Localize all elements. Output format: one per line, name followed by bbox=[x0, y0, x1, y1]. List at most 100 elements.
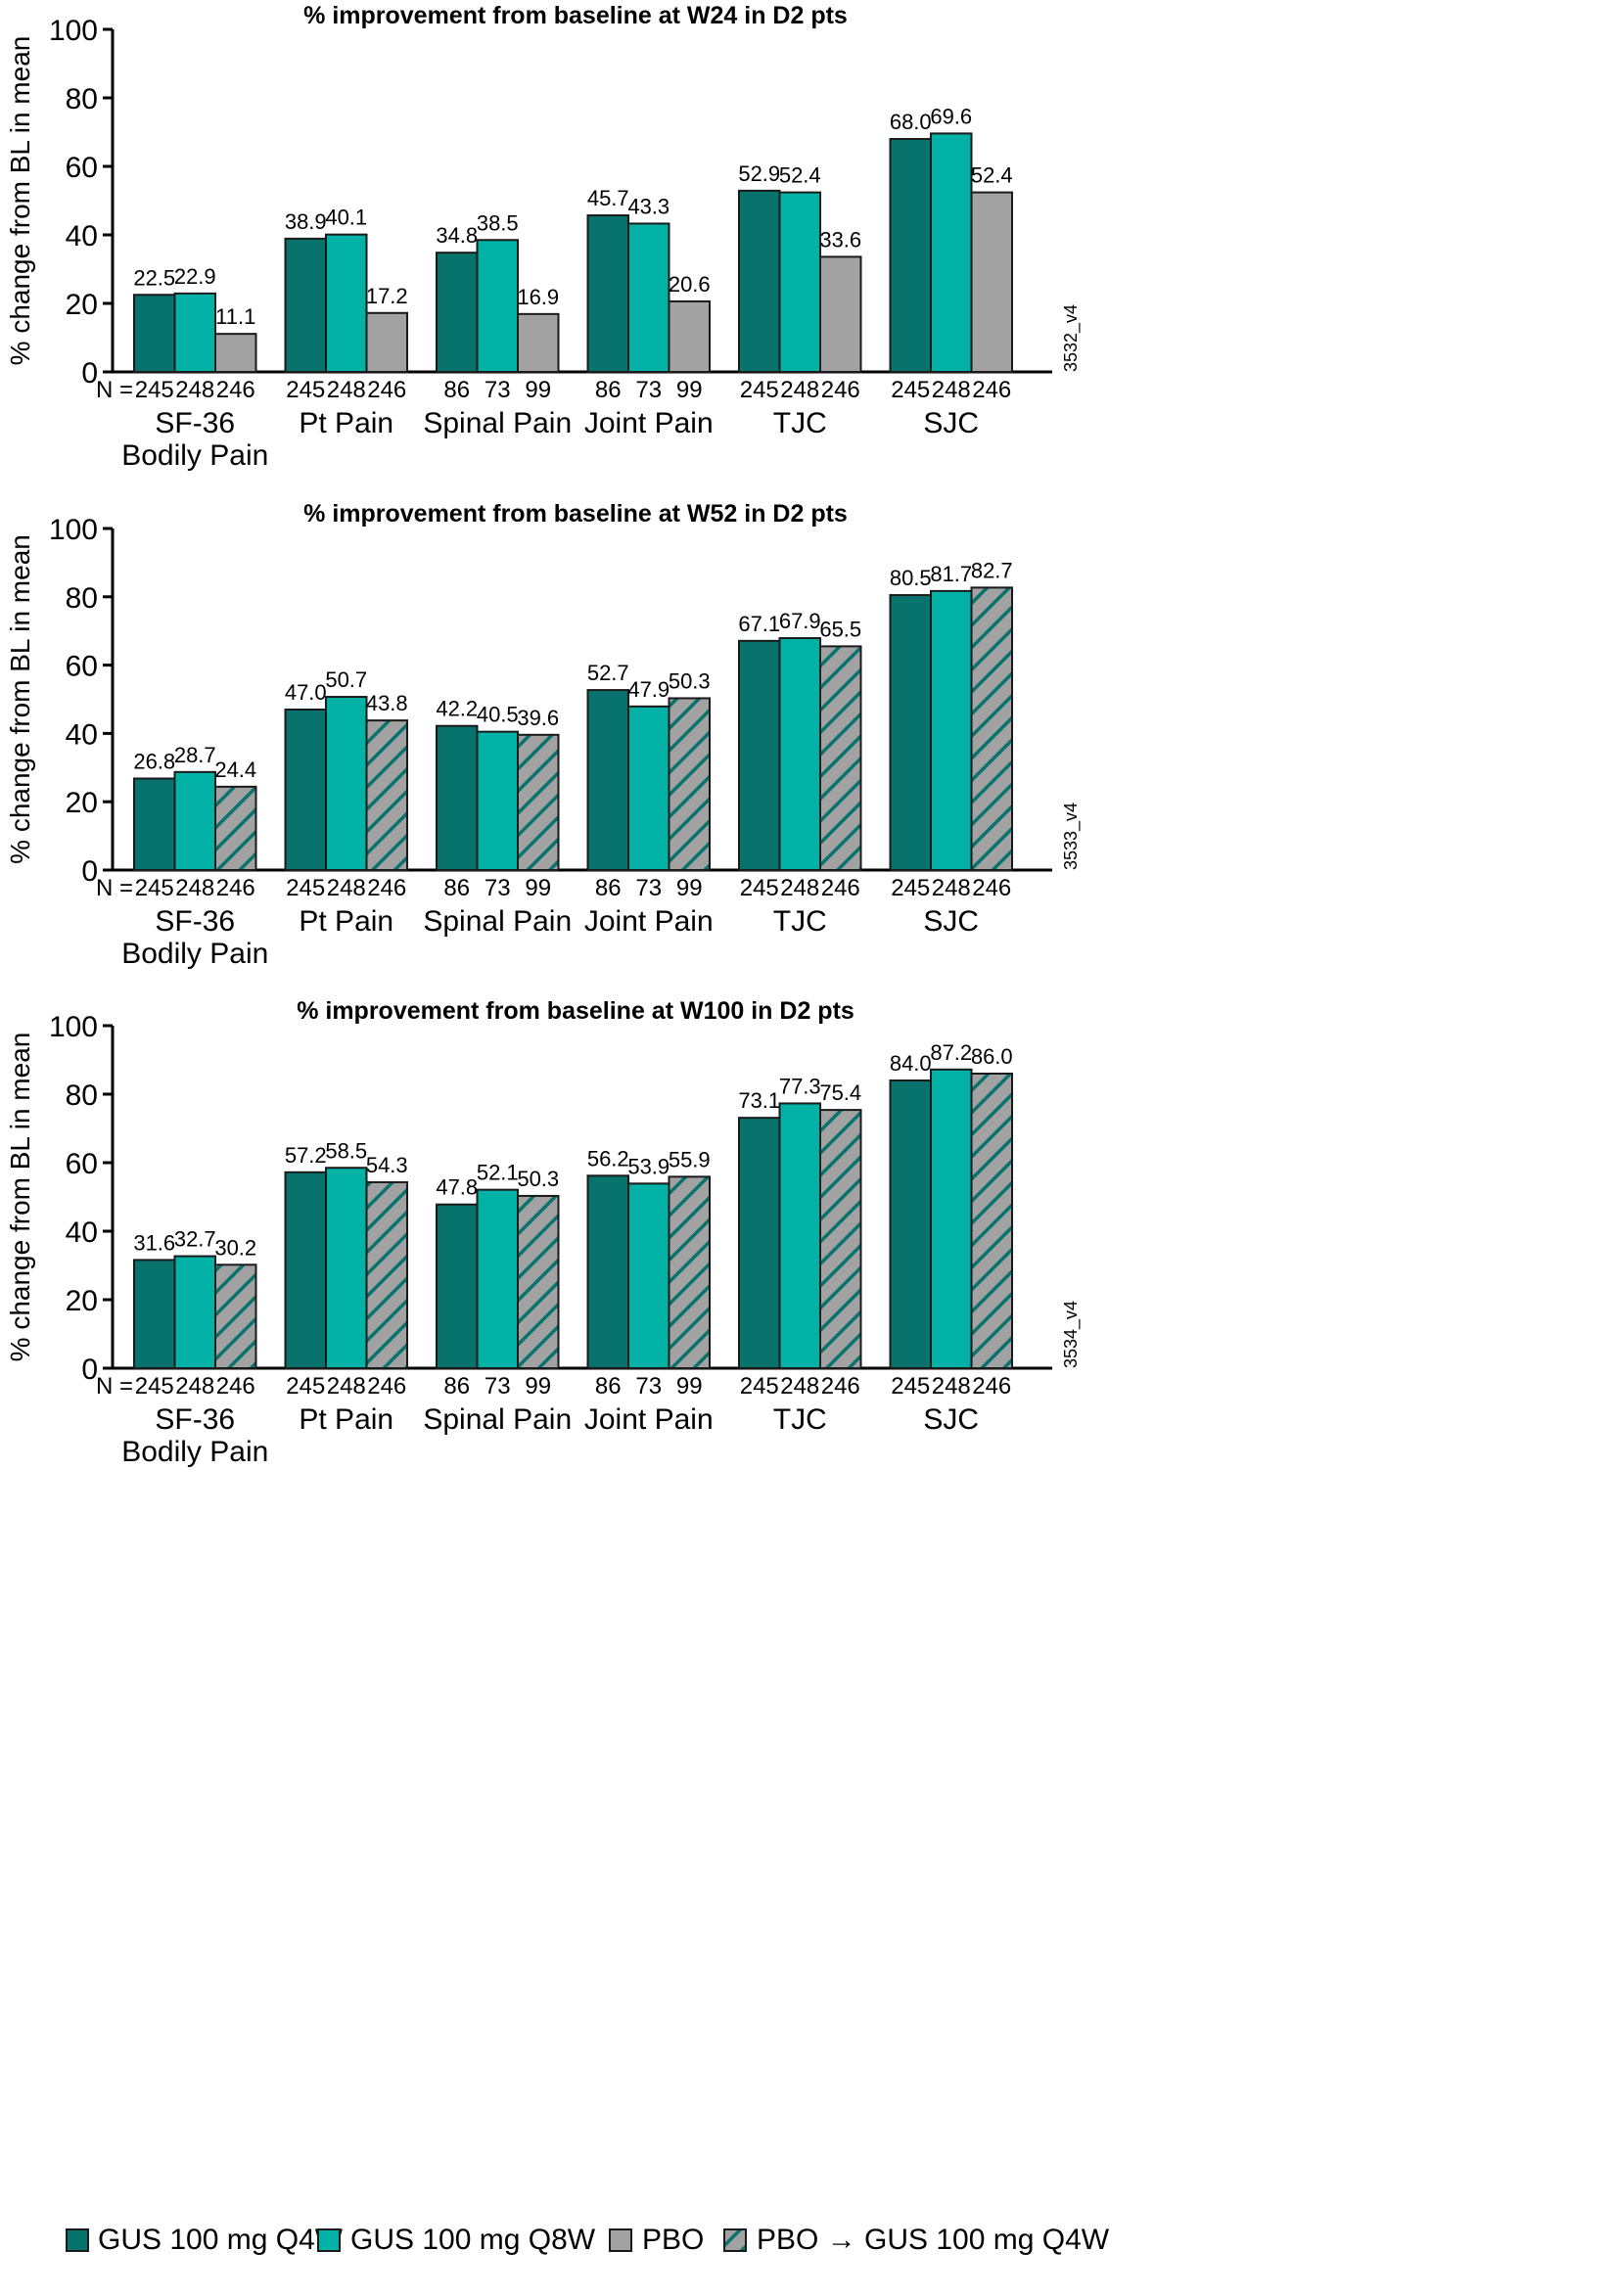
n-count-label: 248 bbox=[780, 377, 819, 403]
bar-value-label: 67.1 bbox=[738, 612, 780, 636]
n-count-label: 245 bbox=[286, 377, 325, 403]
bar-value-label: 50.7 bbox=[325, 667, 367, 692]
bar-value-label: 39.6 bbox=[517, 706, 559, 730]
bar-value-label: 43.3 bbox=[627, 194, 669, 218]
bar-value-label: 55.9 bbox=[669, 1147, 711, 1171]
bar-gus_q4w bbox=[586, 1174, 629, 1370]
bar-value-label: 30.2 bbox=[214, 1235, 256, 1260]
bar-value-label: 22.9 bbox=[174, 264, 216, 289]
bar-pbo_gus bbox=[365, 719, 408, 871]
bar-value-label: 38.9 bbox=[285, 209, 327, 234]
bar-value-label: 33.6 bbox=[819, 227, 861, 252]
y-tick-label: 80 bbox=[66, 1079, 98, 1112]
y-tick-label: 60 bbox=[66, 152, 98, 184]
bar-gus_q4w bbox=[284, 1171, 327, 1370]
bar-value-label: 65.5 bbox=[819, 617, 861, 641]
n-count-label: 248 bbox=[780, 1373, 819, 1400]
chart-title: % improvement from baseline at W100 in D… bbox=[297, 997, 854, 1025]
n-count-label: 73 bbox=[485, 377, 511, 403]
n-count-label: 246 bbox=[216, 875, 255, 901]
bar-value-label: 11.1 bbox=[215, 304, 255, 329]
bar-value-label: 52.4 bbox=[971, 163, 1013, 188]
bar-gus_q8w bbox=[325, 233, 368, 373]
bar-gus_q4w bbox=[889, 138, 932, 373]
bar-pbo_gus bbox=[819, 1109, 862, 1369]
bar-gus_q8w bbox=[476, 730, 519, 872]
n-count-label: 248 bbox=[327, 377, 366, 403]
n-count-label: 245 bbox=[740, 875, 779, 901]
y-tick-label: 60 bbox=[66, 1148, 98, 1180]
bar-pbo bbox=[214, 333, 257, 373]
legend-label: PBO → GUS 100 mg Q4W bbox=[757, 2224, 1110, 2256]
bar-gus_q4w bbox=[586, 689, 629, 872]
n-count-label: 245 bbox=[135, 1373, 174, 1400]
bar-value-label: 84.0 bbox=[890, 1051, 932, 1076]
n-count-label: 246 bbox=[367, 1373, 406, 1400]
bar-value-label: 47.9 bbox=[627, 677, 669, 702]
n-count-label: 86 bbox=[595, 377, 622, 403]
bar-pbo_gus bbox=[668, 1175, 711, 1369]
legend-swatch bbox=[66, 2228, 89, 2252]
n-count-label: 86 bbox=[595, 875, 622, 901]
x-category-label: Pt Pain bbox=[299, 1403, 393, 1436]
n-count-label: 246 bbox=[972, 1373, 1011, 1400]
bar-value-label: 43.8 bbox=[366, 691, 408, 715]
bar-value-label: 75.4 bbox=[819, 1080, 861, 1105]
bar-value-label: 82.7 bbox=[971, 558, 1013, 582]
y-tick-label: 0 bbox=[81, 1354, 98, 1386]
n-count-label: 245 bbox=[740, 1373, 779, 1400]
bar-pbo bbox=[517, 312, 560, 374]
n-count-label: 86 bbox=[595, 1373, 622, 1400]
bar-gus_q8w bbox=[627, 222, 670, 373]
y-tick-label: 20 bbox=[66, 1285, 98, 1317]
n-count-label: 86 bbox=[443, 377, 470, 403]
bar-gus_q8w bbox=[325, 696, 368, 871]
y-tick-label: 40 bbox=[66, 220, 98, 253]
n-count-label: 248 bbox=[175, 1373, 214, 1400]
bar-gus_q8w bbox=[173, 292, 216, 374]
n-count-label: 248 bbox=[175, 377, 214, 403]
bar-value-label: 73.1 bbox=[738, 1088, 780, 1113]
bar-value-label: 77.3 bbox=[779, 1074, 821, 1098]
bar-gus_q8w bbox=[930, 1068, 973, 1370]
legend-item-gus_q4w: GUS 100 mg Q4W bbox=[66, 2224, 344, 2256]
bar-value-label: 52.9 bbox=[738, 161, 780, 186]
bar-gus_q8w bbox=[930, 589, 973, 871]
n-count-label: 248 bbox=[932, 875, 971, 901]
chart-panel-3: % improvement from baseline at W100 in D… bbox=[5, 997, 1082, 1468]
bar-value-label: 53.9 bbox=[627, 1154, 669, 1178]
legend-label: PBO bbox=[642, 2224, 704, 2256]
bar-pbo_gus bbox=[365, 1180, 408, 1369]
bar-gus_q8w bbox=[778, 191, 821, 373]
x-category-label: Spinal Pain bbox=[423, 407, 572, 439]
bar-gus_q4w bbox=[284, 708, 327, 871]
bar-value-label: 40.1 bbox=[325, 206, 367, 230]
bar-pbo_gus bbox=[214, 785, 257, 871]
bar-value-label: 47.0 bbox=[285, 680, 327, 705]
bar-gus_q8w bbox=[627, 1182, 670, 1369]
x-category-label: Joint Pain bbox=[584, 1403, 714, 1436]
n-count-label: 245 bbox=[135, 875, 174, 901]
bar-gus_q8w bbox=[325, 1167, 368, 1369]
bar-value-label: 32.7 bbox=[174, 1227, 216, 1252]
bar-value-label: 68.0 bbox=[890, 110, 932, 134]
x-category-label: TJC bbox=[773, 407, 827, 439]
n-count-label: 99 bbox=[525, 875, 551, 901]
bar-gus_q4w bbox=[133, 777, 176, 872]
bar-value-label: 69.6 bbox=[930, 104, 972, 128]
n-count-label: 73 bbox=[485, 1373, 511, 1400]
n-count-label: 248 bbox=[327, 1373, 366, 1400]
y-axis-label: % change from BL in mean bbox=[5, 534, 35, 864]
bar-pbo bbox=[668, 299, 711, 373]
n-count-label: 248 bbox=[175, 875, 214, 901]
y-tick-label: 80 bbox=[66, 582, 98, 615]
n-count-label: 73 bbox=[485, 875, 511, 901]
chart-panel-1: % improvement from baseline at W24 in D2… bbox=[5, 2, 1082, 472]
n-count-label: 248 bbox=[327, 875, 366, 901]
bar-gus_q4w bbox=[586, 214, 629, 373]
n-count-label: 73 bbox=[635, 377, 662, 403]
x-category-label: SF-36 bbox=[155, 1403, 235, 1436]
bar-gus_q4w bbox=[436, 724, 479, 871]
y-tick-label: 40 bbox=[66, 1217, 98, 1249]
